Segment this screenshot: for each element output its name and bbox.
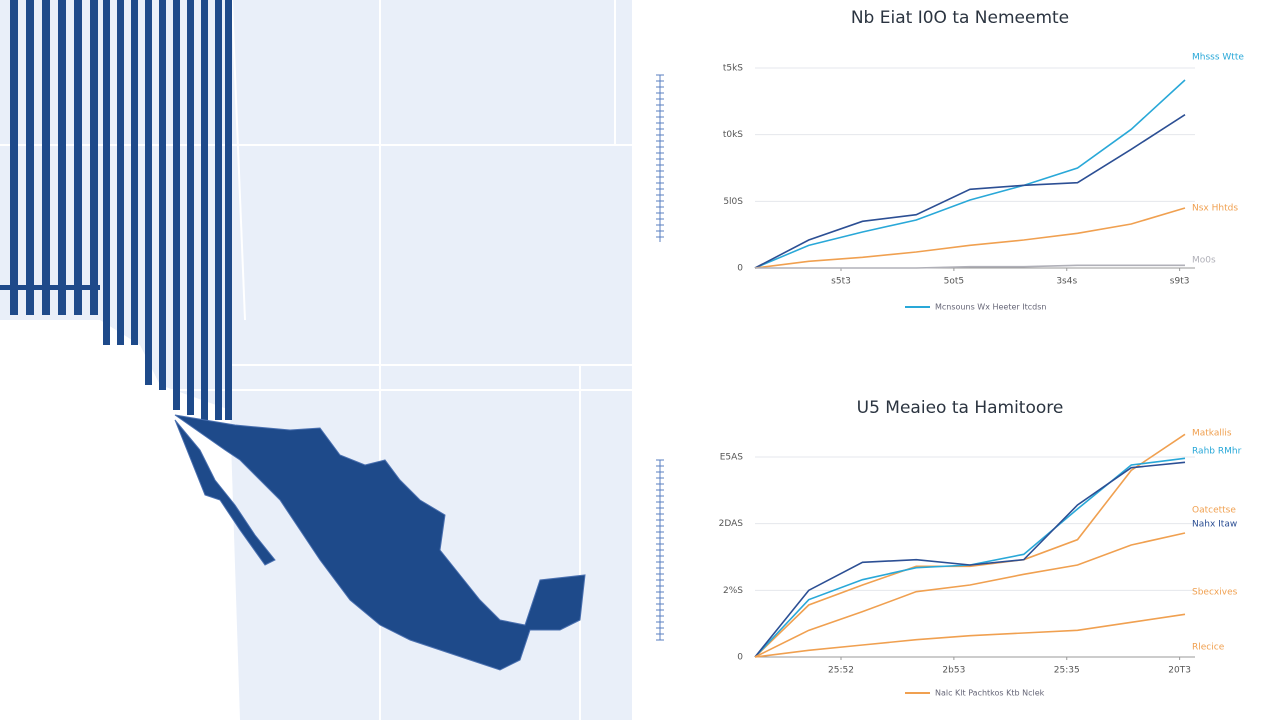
y-tick-label: E5AS	[720, 453, 744, 463]
series-line	[754, 613, 1186, 658]
y-tick-label: t5kS	[723, 64, 743, 74]
chart-title: Nb Eiat I0O ta Nemeemte	[851, 8, 1069, 28]
series-label: Rahb RMhr	[1192, 447, 1242, 457]
x-tick-label: s5t3	[831, 277, 851, 287]
x-tick-label: 25:35	[1054, 666, 1080, 676]
series-label: Nahx Itaw	[1192, 520, 1237, 530]
series-line	[754, 532, 1186, 658]
legend-label: Mcnsouns Wx Heeter Itcdsn	[935, 303, 1046, 312]
series-line	[754, 433, 1186, 658]
series-line	[754, 79, 1186, 269]
x-tick-label: 20T3	[1168, 666, 1191, 676]
y-tick-label: 0	[737, 653, 743, 663]
x-tick-label: 5ot5	[944, 277, 965, 287]
y-tick-label: 2%S	[723, 586, 743, 596]
x-tick-label: 2b53	[942, 666, 965, 676]
series-label: Matkallis	[1192, 429, 1232, 439]
series-line	[755, 264, 1185, 269]
series-line	[754, 461, 1186, 658]
y-tick-label: 5l0S	[723, 197, 743, 207]
series-label: Mo0s	[1192, 256, 1216, 266]
series-label: Sbecxives	[1192, 588, 1238, 598]
map-panel	[0, 0, 632, 720]
y-tick-label: t0kS	[723, 130, 743, 140]
series-label: Nsx Hhtds	[1192, 204, 1238, 214]
x-tick-label: 3s4s	[1056, 277, 1077, 287]
x-tick-label: 25:52	[828, 666, 854, 676]
legend-label: Nalc Klt Pachtkos Ktb Nclek	[935, 689, 1045, 698]
y-tick-label: 0	[737, 264, 743, 274]
annotation: Rlecice	[1192, 643, 1225, 653]
land-white	[0, 320, 240, 720]
series-line	[754, 113, 1186, 269]
border-stripes	[0, 0, 232, 420]
chart-title: U5 Meaieo ta Hamitoore	[857, 398, 1064, 418]
x-tick-label: s9t3	[1170, 277, 1190, 287]
y-tick-label: 2DAS	[719, 519, 744, 529]
series-line	[754, 207, 1186, 269]
series-label: Mhsss Wtte	[1192, 53, 1244, 63]
series-label: Oatcettse	[1192, 506, 1236, 516]
mexico-map	[174, 414, 586, 671]
